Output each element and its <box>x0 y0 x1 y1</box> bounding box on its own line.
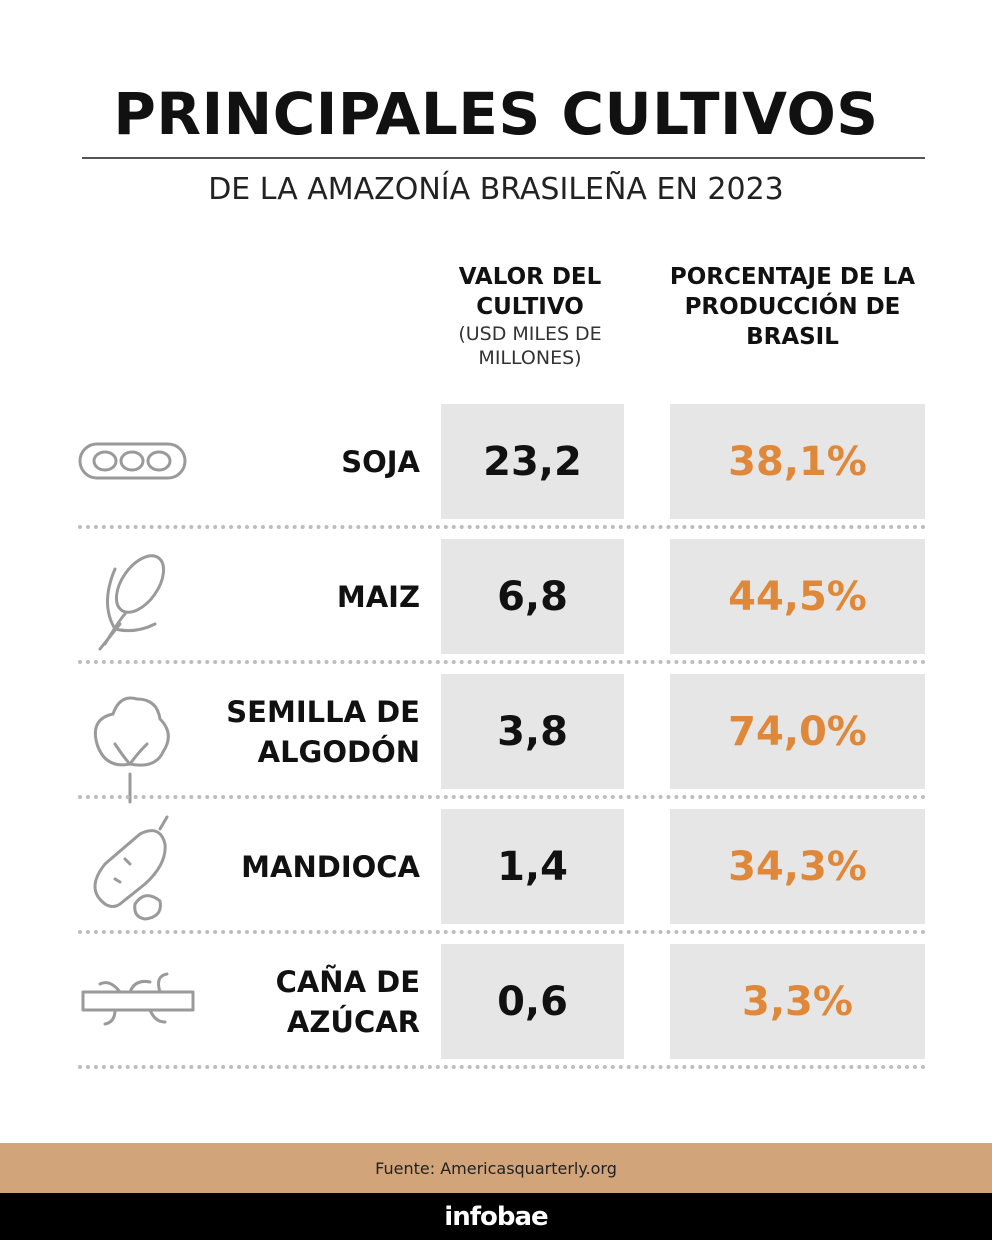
crop-share: 74,0% <box>670 674 925 789</box>
icon <box>81 972 195 1026</box>
row-icon <box>75 674 205 804</box>
crop-value: 0,6 <box>441 944 624 1059</box>
subtitle: DE LA AMAZONÍA BRASILEÑA EN 2023 <box>208 172 784 207</box>
source: Fuente: Americasquarterly.org <box>0 1143 992 1193</box>
crop-share: 38,1% <box>670 404 925 519</box>
icon <box>93 696 170 804</box>
row-icon <box>75 539 205 654</box>
crop-value: 1,4 <box>441 809 624 924</box>
crop-name: CAÑA DE AZÚCAR <box>275 964 420 1039</box>
row-name: CAÑA DE AZÚCAR <box>190 944 420 1059</box>
crop-name: SEMILLA DE ALGODÓN <box>226 694 420 769</box>
icon <box>93 815 169 921</box>
icon <box>98 554 166 651</box>
column-note: (USD MILES DE MILLONES) <box>458 323 602 369</box>
column-title: VALOR DEL CULTIVO <box>458 264 602 320</box>
row-divider <box>78 1065 926 1069</box>
row-icon <box>75 944 205 1059</box>
column-header: VALOR DEL CULTIVO (USD MILES DE MILLONES… <box>435 262 625 370</box>
crop-value: 3,8 <box>441 674 624 789</box>
row-icon <box>75 404 205 519</box>
crop-share: 44,5% <box>670 539 925 654</box>
title-rule <box>82 157 925 159</box>
row-name: MANDIOCA <box>190 809 420 924</box>
column-header: PORCENTAJE DE LA PRODUCCIÓN DE BRASIL <box>660 262 925 352</box>
crop-share: 34,3% <box>670 809 925 924</box>
row-name: MAIZ <box>190 539 420 654</box>
row-name: SEMILLA DE ALGODÓN <box>190 674 420 789</box>
crop-name: MAIZ <box>336 579 420 614</box>
crop-value: 6,8 <box>441 539 624 654</box>
row-icon <box>75 809 205 924</box>
crop-name: MANDIOCA <box>241 849 420 884</box>
row-divider <box>78 525 926 529</box>
row-name: SOJA <box>190 404 420 519</box>
crop-value: 23,2 <box>441 404 624 519</box>
row-divider <box>78 660 926 664</box>
brand: infobae <box>0 1193 992 1240</box>
crop-name: SOJA <box>341 444 420 479</box>
crop-share: 3,3% <box>670 944 925 1059</box>
column-title: PORCENTAJE DE LA PRODUCCIÓN DE BRASIL <box>669 264 916 350</box>
row-divider <box>78 795 926 799</box>
icon <box>78 442 187 480</box>
row-divider <box>78 930 926 934</box>
title: PRINCIPALES CULTIVOS <box>113 80 879 148</box>
